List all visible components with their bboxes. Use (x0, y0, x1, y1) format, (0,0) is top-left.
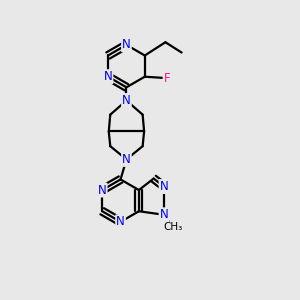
Text: N: N (98, 184, 106, 196)
Text: N: N (104, 70, 112, 83)
Text: N: N (122, 94, 131, 107)
Text: N: N (116, 215, 125, 228)
Text: N: N (160, 208, 168, 221)
Text: N: N (122, 38, 131, 51)
Text: F: F (164, 72, 170, 85)
Text: N: N (160, 180, 168, 193)
Text: CH₃: CH₃ (163, 222, 182, 232)
Text: N: N (122, 153, 131, 166)
